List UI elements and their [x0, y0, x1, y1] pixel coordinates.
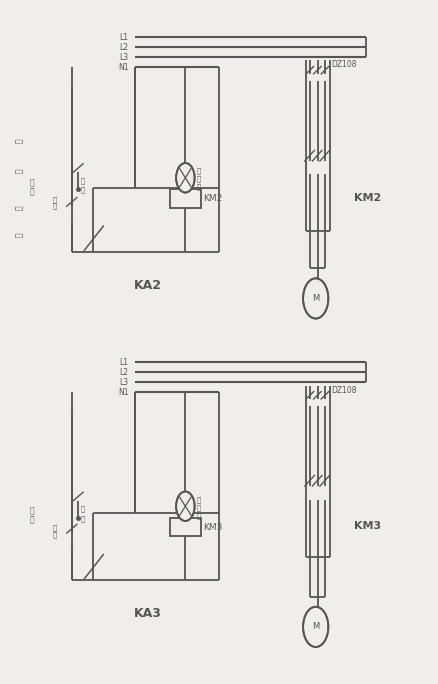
Text: 自: 自	[30, 178, 34, 187]
Text: 止: 止	[53, 531, 57, 538]
Text: KM2: KM2	[353, 193, 381, 203]
Text: L2: L2	[120, 42, 129, 51]
Circle shape	[176, 492, 194, 521]
Text: L3: L3	[120, 53, 129, 62]
Circle shape	[303, 607, 328, 647]
Text: 灯: 灯	[197, 512, 201, 519]
Text: 控: 控	[15, 139, 24, 143]
Text: M: M	[312, 622, 319, 631]
Circle shape	[176, 163, 194, 192]
Text: 示: 示	[197, 504, 201, 511]
Bar	[170, 518, 201, 536]
Text: 动: 动	[80, 515, 85, 522]
Text: M: M	[312, 294, 319, 303]
Text: 止: 止	[53, 202, 57, 209]
Text: N1: N1	[118, 388, 129, 397]
Text: 自: 自	[30, 506, 34, 516]
Text: L2: L2	[120, 368, 129, 377]
Text: 动: 动	[80, 187, 85, 193]
Text: 回: 回	[15, 206, 24, 210]
Text: 手: 手	[80, 177, 85, 184]
Text: L1: L1	[120, 33, 129, 42]
Text: DZ108: DZ108	[332, 386, 357, 395]
Text: 动: 动	[30, 187, 34, 196]
Text: 手: 手	[80, 505, 85, 512]
Text: KM2: KM2	[203, 194, 223, 203]
Text: 指: 指	[197, 168, 201, 174]
Text: KM3: KM3	[203, 523, 223, 531]
Text: DZ108: DZ108	[332, 60, 357, 70]
Text: 路: 路	[15, 233, 24, 237]
Text: 停: 停	[53, 196, 57, 202]
Text: KM3: KM3	[353, 521, 381, 531]
Circle shape	[303, 278, 328, 319]
Text: 灯: 灯	[197, 184, 201, 190]
Text: KA3: KA3	[134, 607, 162, 620]
Bar	[170, 189, 201, 208]
Text: 停: 停	[53, 525, 57, 531]
Text: 示: 示	[197, 176, 201, 183]
Text: KA2: KA2	[134, 278, 162, 291]
Text: L3: L3	[120, 378, 129, 386]
Text: 动: 动	[30, 516, 34, 525]
Text: 制: 制	[15, 169, 24, 173]
Text: 指: 指	[197, 496, 201, 503]
Text: L1: L1	[120, 358, 129, 367]
Text: N1: N1	[118, 63, 129, 72]
